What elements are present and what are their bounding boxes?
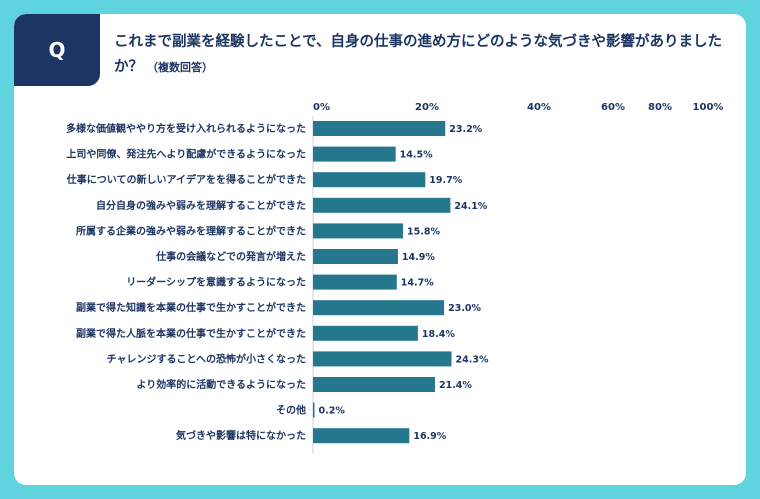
value-label: 23.2% (449, 124, 482, 135)
category-label: リーダーシップを意識するようになった (126, 276, 306, 289)
category-label: 自分自身の強みや弱みを理解することができた (96, 199, 306, 212)
bar (313, 172, 426, 188)
category-label: 副業で得た知識を本業の仕事で生かすことができた (76, 301, 306, 314)
question-badge: Q (14, 14, 100, 86)
bar (313, 197, 451, 213)
bar (313, 223, 404, 239)
value-label: 14.7% (401, 278, 434, 289)
value-label: 24.3% (456, 354, 489, 365)
x-tick-label: 80% (648, 102, 672, 113)
value-label: 23.0% (448, 303, 481, 314)
x-tick-label: 0% (313, 102, 330, 113)
value-label: 16.9% (413, 431, 446, 442)
bar (313, 274, 397, 290)
category-label: 所属する企業の強みや弱みを理解することができた (76, 224, 306, 237)
category-label: より効率的に活動できるようになった (136, 378, 306, 391)
x-tick-label: 40% (527, 102, 551, 113)
question-text: これまで副業を経験したことで、自身の仕事の進め方にどのような気づきや影響がありま… (114, 34, 722, 75)
bar (313, 300, 445, 316)
value-label: 14.9% (402, 252, 435, 263)
bar (313, 351, 452, 367)
bar (313, 377, 435, 392)
x-tick-label: 100% (693, 102, 724, 113)
value-label: 0.2% (319, 406, 346, 417)
bar (313, 121, 446, 136)
value-label: 18.4% (422, 329, 455, 340)
value-label: 14.5% (400, 150, 433, 161)
x-tick-label: 20% (415, 102, 439, 113)
value-label: 19.7% (429, 175, 462, 186)
category-label: 上司や同僚、発注先へより配慮ができるようになった (66, 148, 306, 161)
bar (313, 249, 398, 264)
value-label: 21.4% (439, 380, 472, 391)
bar (313, 402, 315, 418)
category-label: 気づきや影響は特になかった (175, 429, 306, 442)
survey-card: Q これまで副業を経験したことで、自身の仕事の進め方にどのような気づきや影響があ… (14, 14, 746, 485)
question-note: （複数回答） (147, 61, 213, 74)
category-label: 多様な価値観ややり方を受け入れられるようになった (66, 122, 306, 135)
bar-chart: 0% 20% 40% 60% 80% 100% 多様な価値観ややり方を受け入れられるようにな… (66, 102, 724, 454)
x-tick-label: 60% (601, 102, 625, 113)
category-label: チャレンジすることへの恐怖が小さくなった (107, 352, 306, 365)
value-label: 15.8% (407, 226, 440, 237)
value-label: 24.1% (454, 201, 487, 212)
category-label: 副業で得た人脈を本業の仕事で生かすことができた (76, 327, 306, 340)
category-label: 仕事についての新しいアイデアをを得ることができた (66, 173, 306, 186)
bar (313, 146, 396, 162)
category-label: その他 (276, 404, 306, 417)
category-label: 仕事の会議などでの発言が増えた (155, 250, 306, 263)
question-title: これまで副業を経験したことで、自身の仕事の進め方にどのような気づきや影響がありま… (114, 30, 734, 80)
bar (313, 428, 410, 444)
bar (313, 325, 418, 341)
